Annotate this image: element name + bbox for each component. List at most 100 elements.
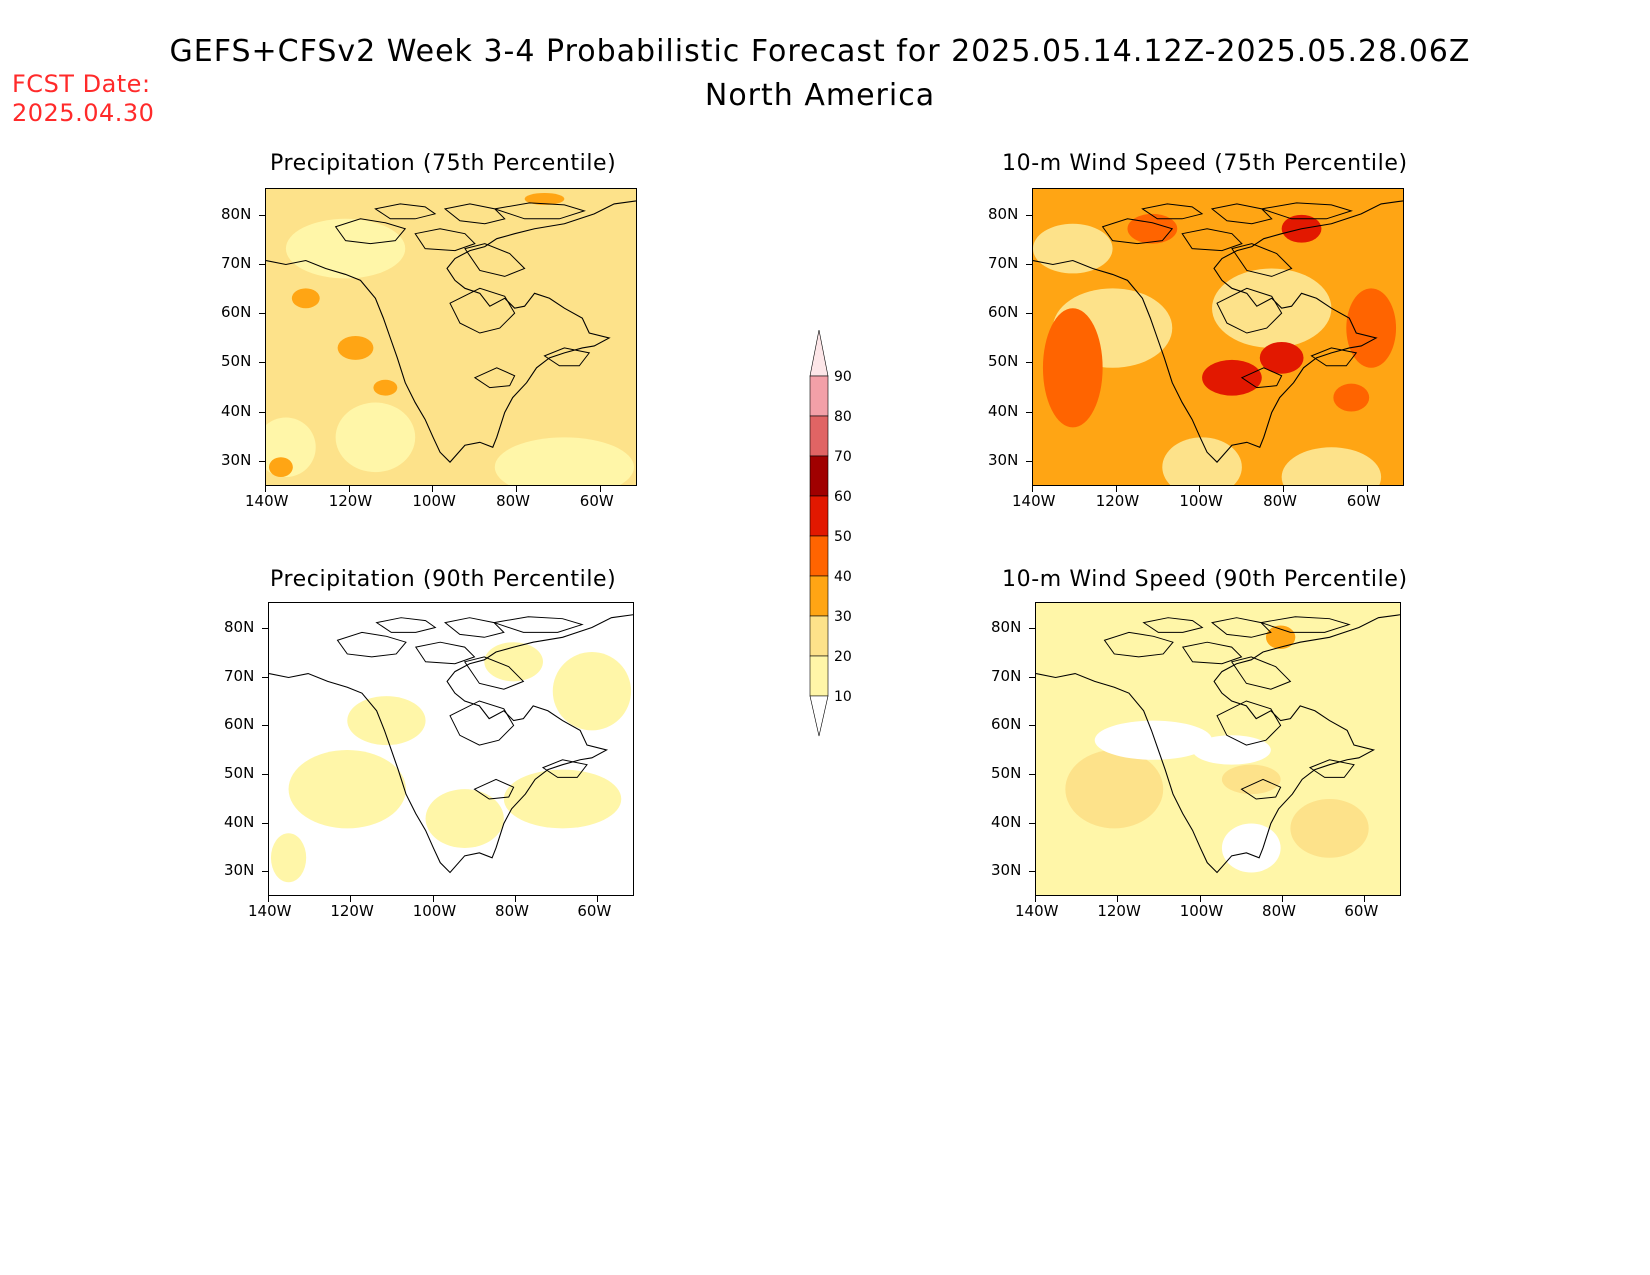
lat-tick-mark [259,362,265,364]
lat-tick-mark [259,263,265,265]
lat-tick-label: 50N [224,763,255,782]
lon-tick-label: 100W [412,492,456,510]
lat-tick-label: 50N [988,352,1019,371]
map-precip-75 [265,188,637,486]
shading-region [1212,268,1332,348]
lon-tick-mark [432,896,434,902]
lat-tick-label: 40N [224,812,255,831]
lon-tick-label: 80W [1262,902,1296,920]
colorbar-swatch [809,655,829,697]
colorbar-level-label: 90 [834,369,852,385]
shading-region [337,336,374,360]
shading-region [1259,341,1304,374]
lon-tick-mark [516,486,518,492]
colorbar-level-label: 70 [834,449,852,465]
lat-tick-mark [259,214,265,216]
island-outline [1261,202,1353,220]
lat-tick-mark [1026,214,1032,216]
colorbar-swatch [809,575,829,617]
lat-tick-mark [262,725,268,727]
island-outline [1308,759,1355,778]
island-outline [1181,641,1243,665]
lat-tick-mark [1029,822,1035,824]
lat-tick-label: 30N [988,450,1019,469]
colorbar-swatch [809,495,829,537]
lat-tick-label: 30N [224,861,255,879]
lon-tick-mark [599,486,601,492]
lat-tick-label: 70N [224,666,255,685]
shading-region [347,696,426,746]
shading-region [1221,823,1281,873]
lat-tick-label: 60N [224,715,255,734]
colorbar-swatch [809,535,829,577]
shading-region [268,457,293,478]
lat-tick-label: 60N [988,303,1019,322]
lon-tick-mark [432,486,434,492]
map-svg [269,603,633,895]
shading-region [1033,223,1113,274]
lon-tick-mark [348,486,350,492]
lat-tick-label: 70N [221,253,252,272]
island-outline [1231,243,1293,277]
lat-tick-mark [259,411,265,413]
shading-region [335,402,416,473]
island-outline [414,641,476,665]
lat-tick-mark [262,773,268,775]
island-outline [1216,287,1283,334]
shading-region [1333,383,1370,412]
lon-tick-label: 60W [1344,902,1379,920]
island-outline [1240,778,1282,800]
island-outline [444,617,505,638]
lat-tick-label: 80N [991,618,1022,637]
lat-tick-label: 70N [988,253,1019,272]
colorbar-top-cap [809,329,829,377]
lat-tick-mark [1029,676,1035,678]
fcst-date-label: FCST Date: [12,70,151,98]
lon-tick-label: 100W [1179,902,1224,920]
lon-tick-label: 140W [248,902,292,920]
coastline [266,200,636,463]
map-background [269,603,633,895]
sub-title: North America [704,78,936,113]
lon-tick-label: 60W [577,902,612,920]
island-outline [1141,203,1204,220]
lat-tick-label: 30N [991,861,1022,879]
island-outline [1211,617,1272,638]
colorbar-level-label: 30 [834,609,852,625]
lon-tick-mark [350,896,352,902]
lat-tick-mark [262,871,268,872]
island-outline [473,778,515,800]
shading-region [1094,720,1213,760]
fcst-date-value: 2025.04.30 [12,99,155,127]
lat-tick-label: 40N [988,401,1019,420]
shading-region [425,789,504,848]
lat-tick-mark [1026,263,1032,265]
shading-region [1290,798,1369,858]
lon-tick-mark [1199,896,1201,902]
shading-region [1192,735,1271,765]
lat-tick-mark [1026,411,1032,413]
lat-tick-label: 40N [991,812,1022,831]
colorbar-level-label: 20 [834,649,852,665]
island-outline [494,202,586,220]
lat-tick-label: 30N [221,450,252,469]
map-svg [266,189,636,485]
panel-title-wind-90: 10-m Wind Speed (90th Percentile) [1002,567,1408,592]
map-svg [1033,189,1403,485]
island-outline [1216,700,1282,746]
island-outline [1230,656,1292,690]
shading-region [373,379,398,396]
coastline [269,614,633,874]
lon-tick-label: 80W [495,902,529,920]
lon-tick-mark [1282,896,1284,902]
lon-tick-label: 120W [330,902,374,920]
shading-region [1281,447,1382,485]
island-outline [473,367,516,389]
lat-tick-mark [1029,628,1035,630]
lon-tick-mark [265,486,266,492]
shading-region [285,218,406,279]
island-outline [443,203,506,225]
shading-region [1065,749,1164,829]
island-outline [463,656,525,690]
island-outline [1142,617,1204,633]
